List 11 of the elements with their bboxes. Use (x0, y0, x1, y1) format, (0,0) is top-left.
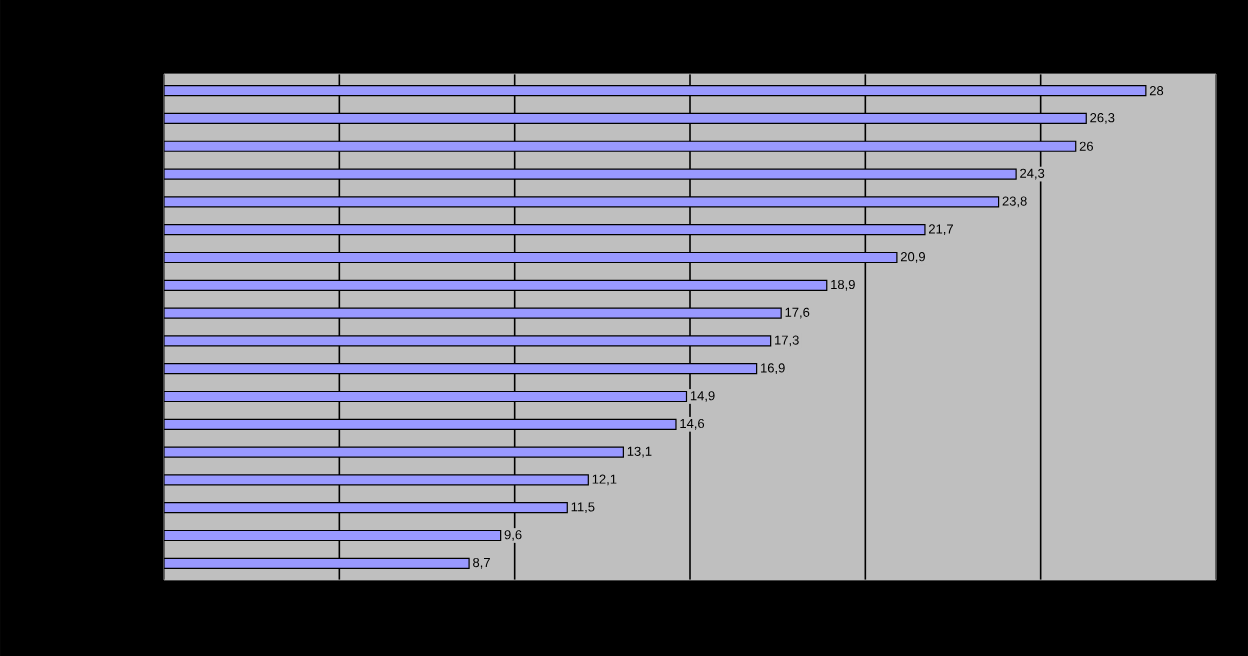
bar (164, 224, 926, 236)
bar (164, 363, 758, 375)
bar (164, 279, 828, 291)
bar (164, 140, 1077, 152)
bar (164, 390, 688, 403)
bar (164, 502, 568, 514)
bar (164, 251, 898, 264)
bar (164, 529, 502, 542)
bar (164, 418, 677, 430)
bar (164, 112, 1087, 125)
bar (164, 85, 1147, 97)
